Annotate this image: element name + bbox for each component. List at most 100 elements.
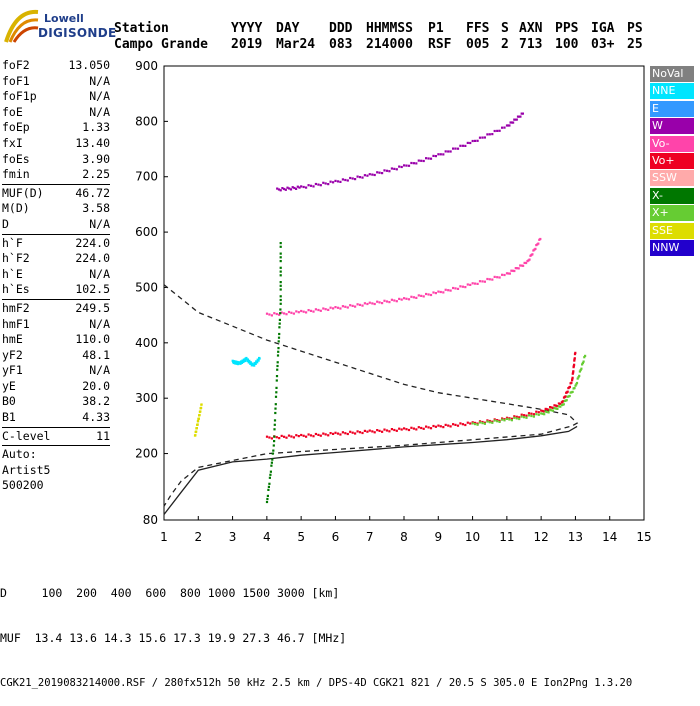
echo-point <box>283 187 286 191</box>
echo-point <box>559 402 562 405</box>
echo-point <box>505 417 509 420</box>
param-row: yF1 N/A <box>2 363 110 379</box>
echo-point <box>270 461 273 464</box>
echo-point <box>437 290 440 293</box>
echo-point <box>385 300 389 303</box>
echo-point <box>557 402 560 405</box>
echo-point <box>341 305 344 308</box>
echo-point <box>551 406 555 409</box>
echo-point <box>297 435 300 438</box>
param-value: 4.33 <box>82 410 110 425</box>
param-key: hmF2 <box>2 300 30 315</box>
echo-point <box>278 318 281 321</box>
echo-point <box>275 375 279 378</box>
header-value-hhmmss: 214000 <box>366 37 413 52</box>
echo-point <box>574 351 577 354</box>
echo-point <box>363 302 366 305</box>
x-tick-label: 7 <box>366 530 374 544</box>
param-row: hmF2 249.5 <box>2 301 110 317</box>
echo-point <box>266 497 269 501</box>
echo-point <box>314 182 317 186</box>
legend-item: X+ <box>650 205 694 222</box>
echo-point <box>329 180 332 183</box>
echo-point <box>317 308 320 312</box>
echo-point <box>420 294 423 297</box>
param-key: yF2 <box>2 347 23 362</box>
echo-point <box>275 386 278 389</box>
echo-point <box>267 485 270 488</box>
echo-point <box>498 420 501 423</box>
param-value: 13.40 <box>75 135 110 150</box>
y-tick-label: 400 <box>135 336 158 350</box>
echo-point <box>573 363 576 366</box>
echo-point <box>288 187 291 190</box>
x-tick-label: 2 <box>194 530 202 544</box>
param-row: foF1 N/A <box>2 74 110 90</box>
echo-point <box>277 188 281 191</box>
echo-point <box>371 302 374 305</box>
echo-point <box>507 124 510 127</box>
echo-point <box>442 291 445 294</box>
echo-point <box>571 376 574 379</box>
echo-point <box>432 424 435 428</box>
echo-point <box>351 177 354 180</box>
echo-point <box>346 179 349 182</box>
echo-point <box>582 360 585 363</box>
echo-point <box>417 426 420 429</box>
footer: D 100 200 400 600 800 1000 1500 3000 [km… <box>0 556 632 706</box>
echo-point <box>346 432 349 436</box>
echo-point <box>503 126 506 129</box>
legend-item: Vo+ <box>650 153 694 169</box>
echo-point <box>412 296 415 299</box>
y-tick-label: 500 <box>135 280 158 294</box>
param-key: foF1p <box>2 89 37 104</box>
echo-point <box>351 431 354 434</box>
echo-point <box>535 410 538 413</box>
echo-point <box>534 247 537 250</box>
echo-point <box>488 278 491 281</box>
param-row: foEs 3.90 <box>2 152 110 168</box>
echo-point <box>486 277 489 281</box>
echo-point <box>456 287 460 290</box>
echo-point <box>437 424 440 427</box>
x-tick-label: 3 <box>229 530 237 544</box>
echo-point <box>270 437 273 440</box>
echo-point <box>276 187 279 190</box>
param-row: B0 38.2 <box>2 394 110 410</box>
echo-point <box>452 423 455 426</box>
echo-point <box>410 161 413 165</box>
param-value: 224.0 <box>75 235 110 250</box>
echo-point <box>329 432 332 435</box>
echo-point <box>279 284 282 287</box>
x-tick-label: 15 <box>636 530 651 544</box>
echo-point <box>366 174 369 177</box>
echo-point <box>254 362 257 365</box>
echo-point <box>568 385 571 388</box>
echo-point <box>501 126 504 129</box>
parameter-sidebar: foF2 13.050 foF1 N/A foF1p N/A foE N/A foEp 1.33 f… <box>2 58 110 494</box>
echo-point <box>341 178 344 181</box>
echo-point <box>459 144 462 147</box>
echo-point <box>393 167 396 170</box>
echo-point <box>239 362 242 365</box>
echo-point <box>279 298 282 302</box>
echo-point <box>336 432 340 435</box>
header-value-iga: 03+ <box>591 37 615 52</box>
echo-point <box>488 133 491 136</box>
echo-point <box>456 424 460 427</box>
echo-point <box>290 311 293 314</box>
echo-point <box>287 310 291 314</box>
echo-point <box>481 136 484 139</box>
echo-point <box>395 300 398 303</box>
echo-point <box>285 313 288 316</box>
echo-point <box>579 369 582 372</box>
echo-point <box>562 403 565 406</box>
echo-point <box>291 186 294 189</box>
param-key: foF1 <box>2 73 30 88</box>
param-value: N/A <box>89 216 110 231</box>
echo-point <box>279 312 282 315</box>
param-key: C-level <box>2 428 51 443</box>
echo-point <box>429 293 433 297</box>
x-tick-label: 13 <box>568 530 583 544</box>
header-value-ps: 25 <box>627 37 643 52</box>
